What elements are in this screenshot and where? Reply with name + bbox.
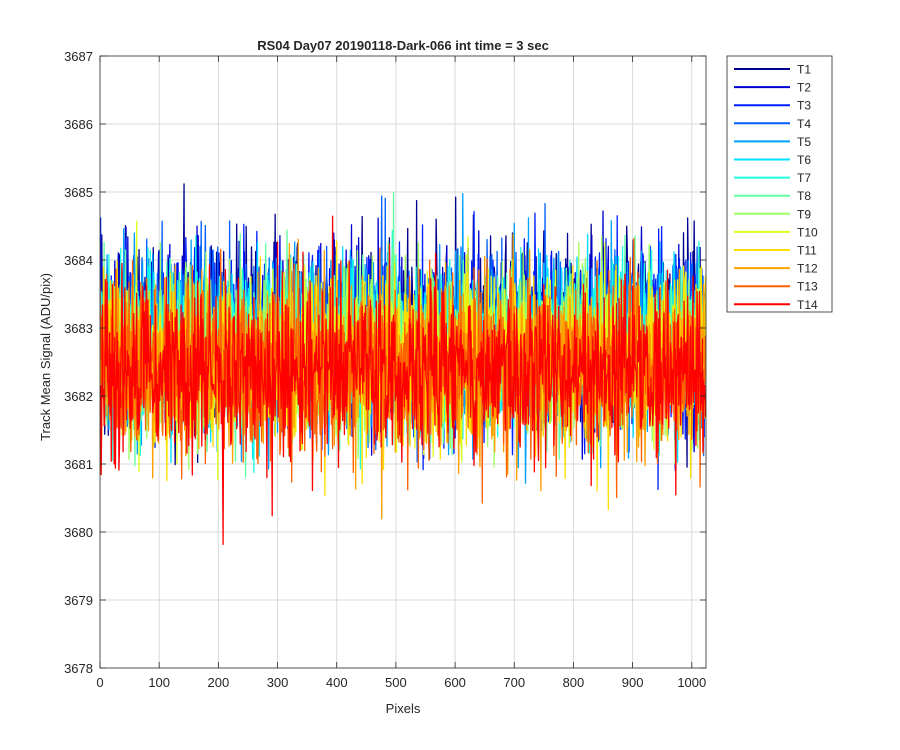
legend-label: T8 — [797, 189, 811, 203]
x-tick-label: 400 — [326, 675, 348, 690]
y-tick-label: 3687 — [64, 49, 93, 64]
series-line-t14 — [100, 215, 706, 545]
legend-label: T4 — [797, 117, 811, 131]
x-tick-label: 600 — [444, 675, 466, 690]
x-tick-label: 300 — [267, 675, 289, 690]
x-tick-label: 100 — [148, 675, 170, 690]
series-group — [100, 183, 706, 545]
legend-item-t2: T2 — [734, 81, 811, 95]
y-axis-ticks: 3678 3679 3680 3681 3682 3683 3684 3685 3686 3687 — [64, 49, 706, 676]
y-tick-label: 3686 — [64, 117, 93, 132]
plot-frame — [99, 55, 707, 669]
legend-item-t1: T1 — [734, 63, 811, 77]
legend-label: T9 — [797, 207, 811, 221]
legend-item-t9: T9 — [734, 207, 811, 221]
plot-area: 0 100 200 300 400 500 600 700 800 900 1000 3678367… — [64, 49, 707, 690]
x-tick-label: 200 — [208, 675, 230, 690]
y-tick-label: 3683 — [64, 321, 93, 336]
x-tick-label: 700 — [503, 675, 525, 690]
y-tick-label: 3680 — [64, 525, 93, 540]
x-tick-label: 900 — [622, 675, 644, 690]
chart-title: RS04 Day07 20190118-Dark-066 int time = … — [257, 38, 549, 53]
legend-label: T3 — [797, 99, 811, 113]
y-tick-label: 3678 — [64, 661, 93, 676]
legend-item-t4: T4 — [734, 117, 811, 131]
legend-item-t8: T8 — [734, 189, 811, 203]
legend-item-t12: T12 — [734, 262, 818, 276]
legend-label: T5 — [797, 135, 811, 149]
legend-item-t6: T6 — [734, 153, 811, 167]
legend-label: T1 — [797, 63, 811, 77]
legend-label: T12 — [797, 262, 818, 276]
y-tick-label: 3679 — [64, 593, 93, 608]
legend-item-t14: T14 — [734, 298, 818, 312]
x-tick-label: 0 — [96, 675, 103, 690]
y-tick-label: 3684 — [64, 253, 93, 268]
legend-item-t10: T10 — [734, 225, 818, 239]
legend-item-t13: T13 — [734, 280, 818, 294]
y-axis-label: Track Mean Signal (ADU/pix) — [38, 273, 53, 441]
legend-label: T10 — [797, 225, 818, 239]
y-tick-label: 3682 — [64, 389, 93, 404]
x-tick-label: 500 — [385, 675, 407, 690]
y-tick-label: 3685 — [64, 185, 93, 200]
legend-item-t11: T11 — [734, 244, 817, 258]
y-tick-label: 3681 — [64, 457, 93, 472]
legend-label: T2 — [797, 81, 811, 95]
x-tick-label: 800 — [563, 675, 585, 690]
legend: T1 T2 T3 T4 T5 T6 T7 T8 T9 T10 T11 T12 T13 T14 — [726, 55, 833, 313]
legend-label: T7 — [797, 171, 811, 185]
legend-label: T13 — [797, 280, 818, 294]
legend-items: T1 T2 T3 T4 T5 T6 T7 T8 T9 T10 T11 T12 T13 T14 — [734, 63, 818, 312]
legend-label: T6 — [797, 153, 811, 167]
x-axis-ticks: 0 100 200 300 400 500 600 700 800 900 1000 — [96, 56, 706, 690]
legend-label: T14 — [797, 298, 818, 312]
legend-item-t7: T7 — [734, 171, 811, 185]
legend-item-t5: T5 — [734, 135, 811, 149]
legend-label: T11 — [797, 244, 817, 258]
legend-box — [726, 55, 833, 313]
x-axis-label: Pixels — [386, 701, 421, 716]
x-tick-label: 1000 — [677, 675, 706, 690]
legend-item-t3: T3 — [734, 99, 811, 113]
